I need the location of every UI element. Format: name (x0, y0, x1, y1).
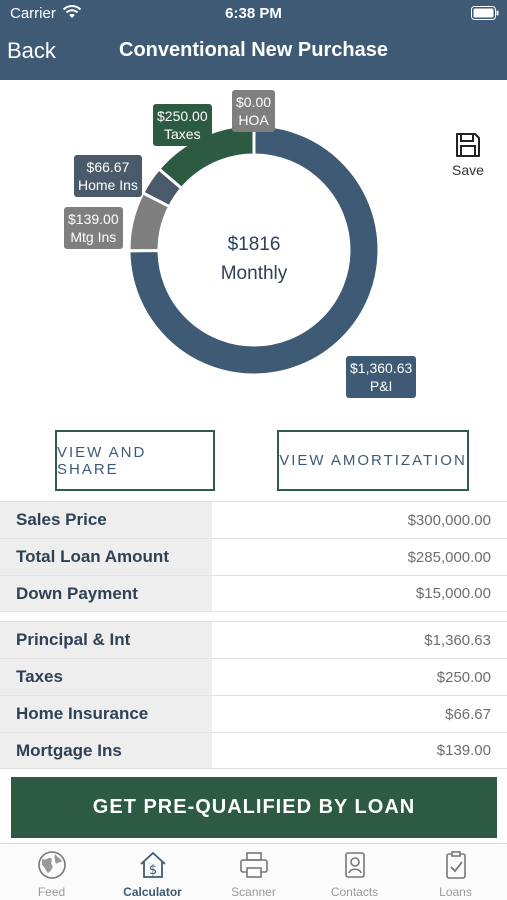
tab-label: Contacts (330, 885, 379, 899)
table-row-taxes: Taxes $250.00 (0, 658, 507, 695)
contacts-icon (344, 852, 365, 878)
monthly-total: $1816 (227, 234, 281, 255)
svg-text:$: $ (148, 863, 156, 878)
back-button[interactable]: Back (7, 38, 56, 63)
hoa-label: HOA (238, 112, 269, 128)
row-value: $300,000.00 (407, 511, 491, 529)
pi-amount: $1,360.63 (350, 360, 413, 376)
row-label: Principal & Int (0, 622, 212, 658)
table-row-principal-int: Principal & Int $1,360.63 (0, 621, 507, 658)
pi-callout: $1,360.63 P&I (346, 356, 417, 398)
taxes-label: Taxes (164, 126, 201, 142)
payment-donut-chart (127, 123, 381, 377)
table-row-home-insurance: Home Insurance $66.67 (0, 695, 507, 732)
hoa-callout: $0.00 HOA (232, 90, 276, 132)
row-label: Total Loan Amount (0, 539, 212, 575)
table-row-total-loan-amount: Total Loan Amount $285,000.00 (0, 538, 507, 575)
row-value: $66.67 (445, 705, 491, 723)
battery-icon (471, 6, 499, 20)
globe-icon (37, 851, 66, 879)
tab-feed[interactable]: Feed (1, 844, 102, 900)
table-row-mortgage-ins: Mortgage Ins $139.00 (0, 732, 507, 769)
save-button[interactable]: Save (448, 132, 488, 178)
floppy-disk-icon (456, 133, 480, 157)
home-ins-label: Home Ins (78, 177, 138, 193)
page-title: Conventional New Purchase (119, 39, 388, 61)
row-value: $15,000.00 (415, 585, 491, 602)
tab-label: Scanner (231, 885, 276, 899)
carrier-label: Carrier (10, 5, 56, 22)
donut-slice-p-i (127, 123, 381, 377)
hoa-amount: $0.00 (236, 94, 272, 110)
home-ins-amount: $66.67 (86, 159, 130, 175)
navigation-header: Carrier 6:38 PM Back Conventional New Pu… (0, 0, 507, 80)
taxes-callout: $250.00 Taxes (153, 104, 212, 146)
tab-calculator[interactable]: $ Calculator (102, 844, 203, 900)
view-amortization-button[interactable]: VIEW AMORTIZATION (277, 430, 469, 491)
donut-slice-taxes (156, 123, 256, 191)
status-time: 6:38 PM (225, 5, 282, 22)
mtg-ins-label: Mtg Ins (70, 229, 117, 245)
clipboard-check-icon (445, 851, 466, 879)
printer-icon (239, 852, 268, 878)
row-label: Taxes (0, 659, 212, 695)
tab-scanner[interactable]: Scanner (203, 844, 304, 900)
wifi-icon (62, 5, 82, 18)
view-and-share-button[interactable]: VIEW AND SHARE (55, 430, 215, 491)
row-value: $285,000.00 (407, 548, 491, 566)
payment-chart-area: $1816 Monthly $0.00 HOA $250.00 Taxes $6… (0, 80, 507, 425)
tab-label: Loans (439, 885, 472, 899)
tab-bar: Feed $ Calculator Scanner Cont (0, 843, 507, 900)
row-label: Sales Price (0, 502, 212, 538)
tab-label: Feed (37, 885, 66, 899)
tab-contacts[interactable]: Contacts (304, 844, 405, 900)
mtg-ins-callout: $139.00 Mtg Ins (64, 207, 123, 249)
table-row-down-payment: Down Payment $15,000.00 (0, 575, 507, 612)
pi-label: P&I (369, 378, 393, 394)
table-row-sales-price: Sales Price $300,000.00 (0, 501, 507, 538)
calculator-house-icon: $ (139, 852, 166, 878)
tab-label: Calculator (123, 885, 182, 899)
row-label: Down Payment (0, 576, 212, 611)
mtg-ins-amount: $139.00 (68, 211, 119, 227)
tab-loans[interactable]: Loans (405, 844, 506, 900)
get-pre-qualified-button[interactable]: GET PRE-QUALIFIED BY LOAN (11, 777, 497, 838)
row-label: Home Insurance (0, 696, 212, 732)
taxes-amount: $250.00 (157, 108, 208, 124)
home-ins-callout: $66.67 Home Ins (74, 155, 142, 197)
row-label: Mortgage Ins (0, 733, 212, 768)
monthly-label: Monthly (220, 263, 288, 284)
save-label: Save (452, 162, 484, 178)
row-value: $250.00 (436, 668, 491, 686)
row-value: $1,360.63 (424, 631, 491, 649)
row-value: $139.00 (436, 742, 491, 759)
